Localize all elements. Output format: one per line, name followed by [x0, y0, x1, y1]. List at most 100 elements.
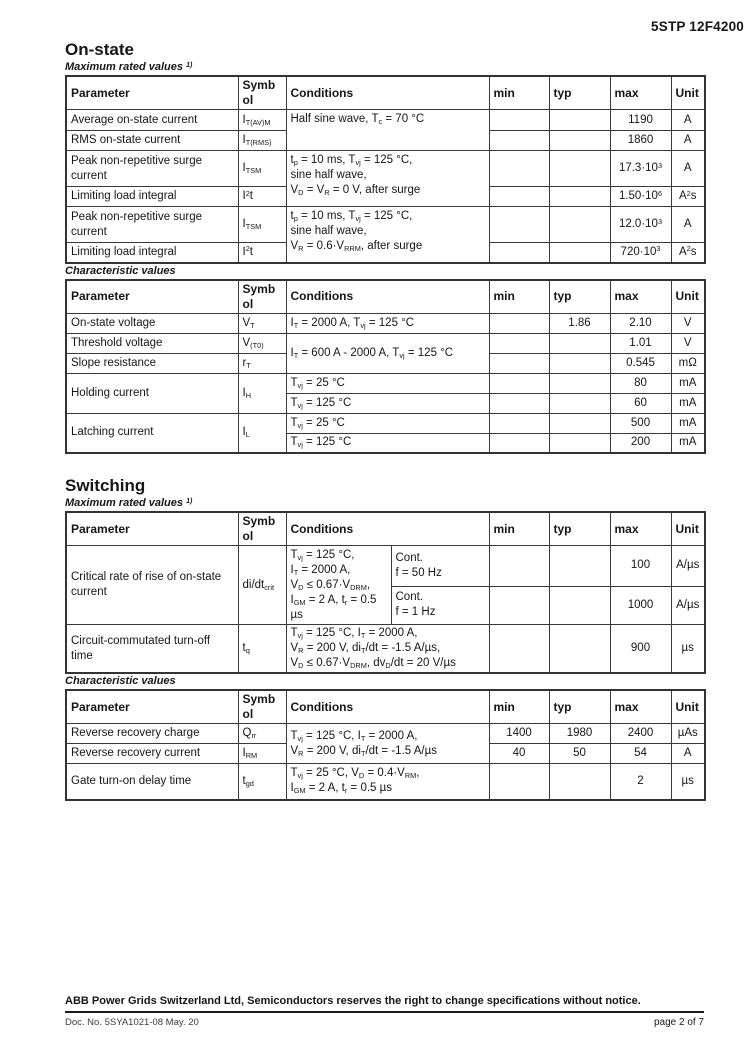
table-row: Gate turn-on delay time tgd Tvj = 25 °C,…	[65, 763, 706, 800]
min-cell	[488, 109, 550, 131]
col-header-parameter: Parameter	[65, 279, 239, 314]
max-cell: 12.0·103	[609, 206, 672, 243]
cond-cell: Tvj = 125 °C	[285, 432, 490, 454]
table-row: Reverse recovery charge Qrr Tvj = 125 °C…	[65, 723, 706, 764]
typ-cell	[548, 242, 611, 263]
table-row: Cont. f = 1 Hz 1000 A/µs	[66, 585, 706, 626]
max-cell: 80	[609, 372, 672, 394]
table-row: Tvj = 125 °C 60 mA	[66, 392, 706, 414]
symbol-cell: Qrr	[237, 723, 287, 744]
min-cell	[488, 130, 550, 151]
param-cell: Gate turn-on delay time	[65, 763, 239, 800]
max-cell: 2400	[609, 723, 672, 744]
col-header-typ: typ	[548, 75, 611, 110]
max-cell: 17.3·103	[609, 150, 672, 187]
max-cell: 60	[609, 392, 672, 414]
page-footer: ABB Power Grids Switzerland Ltd, Semicon…	[65, 995, 704, 1028]
min-cell	[488, 312, 550, 334]
min-cell	[488, 206, 550, 243]
col-header-parameter: Parameter	[65, 511, 239, 546]
min-cell	[488, 332, 550, 354]
min-cell	[488, 624, 550, 674]
typ-cell	[548, 412, 611, 434]
cond-cell: Tvj = 25 °C, VD = 0.4·VRM, IGM = 2 A, tr …	[285, 763, 490, 800]
min-cell	[488, 242, 550, 263]
table-row: Limiting load integral I2t 720·103 A2s	[65, 242, 706, 263]
max-cell: 200	[609, 432, 672, 454]
cond-cell: Tvj = 25 °C	[285, 372, 490, 394]
col-header-max: max	[609, 689, 672, 724]
param-cell: RMS on-state current	[65, 130, 239, 151]
symbol-cell: ITSM	[237, 150, 287, 187]
unit-cell: V	[670, 332, 706, 354]
typ-cell	[548, 763, 611, 800]
cond-cell: Tvj = 125 °C	[285, 392, 490, 414]
switching-section-heading: Switching	[65, 476, 146, 495]
param-cell: On-state voltage	[65, 312, 239, 334]
param-cell: Slope resistance	[65, 352, 239, 374]
min-cell	[488, 412, 550, 434]
footer-meta-row: Doc. No. 5SYA1021-08 May. 20 page 2 of 7	[65, 1017, 704, 1028]
unit-cell: A	[670, 206, 706, 243]
max-cell: 500	[609, 412, 672, 434]
max-cell: 1000	[609, 585, 672, 626]
param-cell: Peak non-repetitive surge current	[65, 206, 239, 243]
param-cell: Limiting load integral	[65, 186, 239, 207]
max-cell: 2.10	[609, 312, 672, 334]
unit-cell: A/µs	[670, 545, 706, 587]
cond-cell: Tvj = 125 °C, IT = 2000 A, VD ≤ 0.67·VDRM,…	[285, 545, 392, 625]
typ-cell	[548, 545, 611, 587]
unit-cell: V	[670, 312, 706, 334]
col-header-typ: typ	[548, 511, 611, 546]
col-header-symbol: Symbol	[237, 689, 287, 724]
typ-cell	[548, 372, 611, 394]
max-cell: 720·103	[609, 242, 672, 263]
table-row: Limiting load integral I2t 1.50·106 A2s	[65, 186, 706, 207]
table-row: On-state voltage VT IT = 2000 A, Tvj = 1…	[65, 312, 706, 334]
unit-cell: A/µs	[670, 585, 706, 626]
unit-cell: mA	[670, 432, 706, 454]
col-header-parameter: Parameter	[65, 689, 239, 724]
unit-cell: A2s	[670, 242, 706, 263]
switching-max-values-label: Maximum rated values 1)	[65, 497, 193, 509]
col-header-conditions: Conditions	[285, 511, 490, 546]
table-row: Latching current IL Tvj = 25 °C 500 mA	[65, 412, 706, 454]
cond-cell: IT = 600 A - 2000 A, Tvj = 125 °C	[285, 332, 490, 374]
switching-char-table: Parameter Symbol Conditions min typ max …	[65, 689, 706, 801]
symbol-cell: I2t	[237, 186, 287, 207]
onstate-section-heading: On-state	[65, 40, 134, 59]
table-row: Critical rate of rise of on-state current…	[65, 545, 706, 625]
col-header-unit: Unit	[670, 689, 706, 724]
param-cell: Peak non-repetitive surge current	[65, 150, 239, 187]
table-row: Peak non-repetitive surge current ITSM tp…	[65, 206, 706, 263]
col-header-max: max	[609, 279, 672, 314]
min-cell	[488, 432, 550, 454]
col-header-min: min	[488, 511, 550, 546]
col-header-unit: Unit	[670, 511, 706, 546]
onstate-char-values-label: Characteristic values	[65, 264, 176, 277]
switching-max-table: Parameter Symbol Conditions min typ max …	[65, 511, 706, 674]
page-content: On-state Maximum rated values 1) Paramet…	[65, 0, 706, 1028]
table-row: Reverse recovery current IRM 40 50 54 A	[65, 743, 706, 764]
col-header-conditions: Conditions	[285, 279, 490, 314]
param-cell: Circuit-commutated turn-off time	[65, 624, 239, 674]
symbol-cell: V(T0)	[237, 332, 287, 354]
cond-cell: IT = 2000 A, Tvj = 125 °C	[285, 312, 490, 334]
unit-cell: µs	[670, 624, 706, 674]
table-row: Average on-state current IT(AV)M Half si…	[65, 109, 706, 151]
max-cell: 1.01	[609, 332, 672, 354]
unit-cell: A	[670, 743, 706, 764]
unit-cell: A2s	[670, 186, 706, 207]
typ-cell: 50	[548, 743, 611, 764]
cond-sub-cell: Cont. f = 1 Hz	[390, 585, 490, 626]
min-cell	[488, 150, 550, 187]
param-cell: Threshold voltage	[65, 332, 239, 354]
cond-cell: Tvj = 25 °C	[285, 412, 490, 434]
typ-cell	[548, 109, 611, 131]
min-cell	[488, 585, 550, 626]
table-header-row: Parameter Symbol Conditions min typ max …	[65, 279, 706, 314]
typ-cell	[548, 432, 611, 454]
symbol-cell: tq	[237, 624, 287, 674]
symbol-cell: IRM	[237, 743, 287, 764]
